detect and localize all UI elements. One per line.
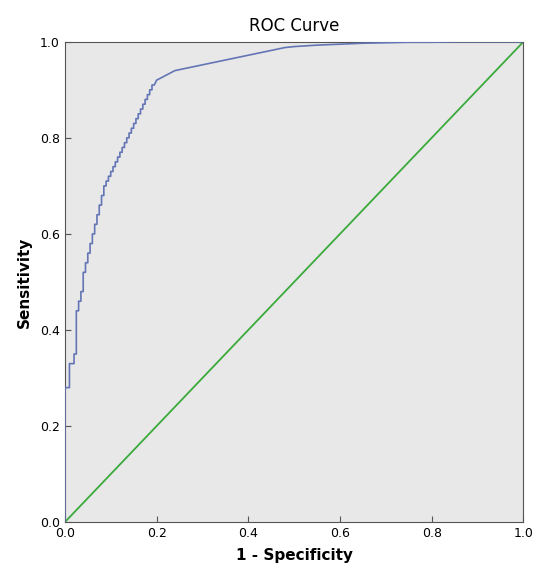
X-axis label: 1 - Specificity: 1 - Specificity bbox=[235, 548, 353, 563]
Title: ROC Curve: ROC Curve bbox=[249, 17, 339, 35]
Y-axis label: Sensitivity: Sensitivity bbox=[16, 236, 32, 328]
